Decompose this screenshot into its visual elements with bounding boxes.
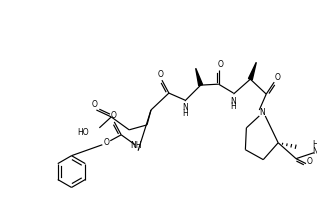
Text: N: N	[230, 96, 236, 105]
Text: O: O	[110, 111, 116, 120]
Text: O: O	[217, 60, 223, 69]
Polygon shape	[196, 68, 203, 86]
Text: N: N	[312, 147, 317, 156]
Text: H: H	[230, 102, 236, 111]
Text: O: O	[158, 70, 164, 79]
Text: O: O	[274, 73, 280, 82]
Text: O: O	[91, 99, 97, 108]
Polygon shape	[249, 62, 256, 80]
Text: H: H	[182, 109, 188, 118]
Text: HO: HO	[77, 128, 88, 137]
Text: O: O	[103, 138, 109, 147]
Text: H: H	[312, 140, 317, 149]
Text: N: N	[182, 104, 188, 112]
Text: N: N	[259, 108, 265, 117]
Text: NH: NH	[130, 141, 142, 150]
Text: O: O	[307, 157, 313, 166]
